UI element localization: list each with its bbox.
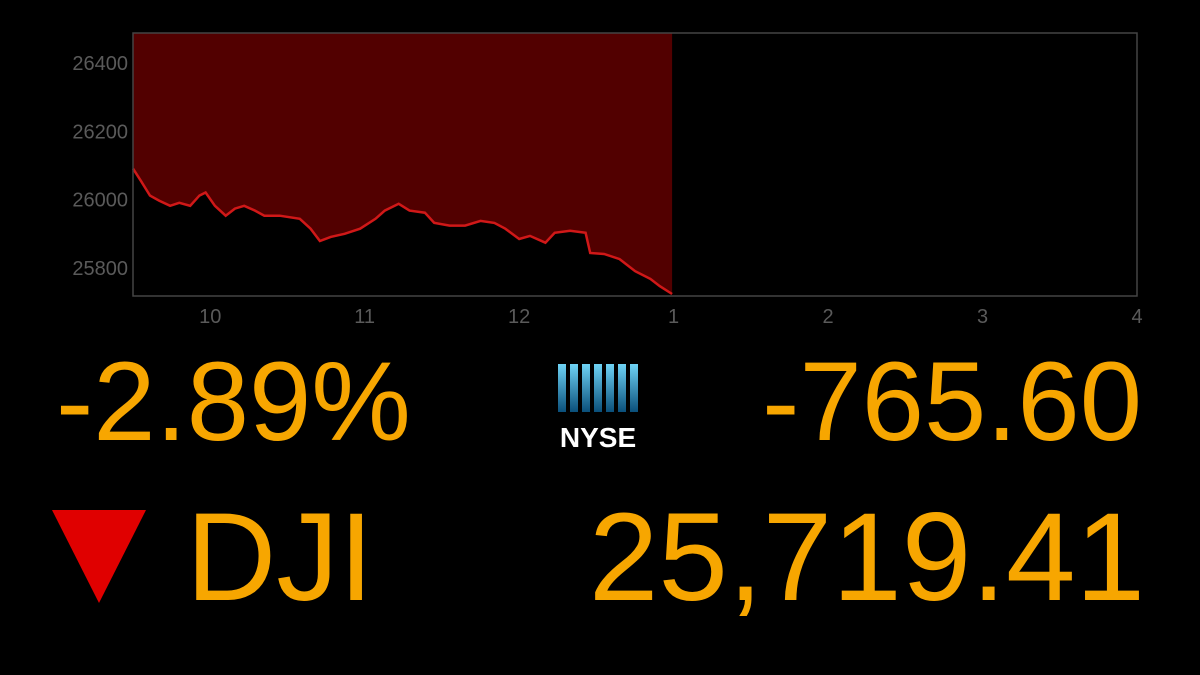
price: 25,719.41 bbox=[589, 488, 1145, 627]
exchange: NYSE bbox=[560, 422, 636, 453]
down-arrow bbox=[52, 510, 146, 603]
x-tick-label: 11 bbox=[354, 306, 375, 328]
y-tick-label: 26200 bbox=[72, 121, 128, 143]
y-tick-label: 25800 bbox=[72, 258, 128, 280]
y-tick-label: 26400 bbox=[72, 53, 128, 75]
x-tick-label: 12 bbox=[508, 306, 530, 328]
x-tick-label: 4 bbox=[1131, 306, 1142, 328]
x-tick-label: 3 bbox=[977, 306, 988, 328]
percent-change: -2.89% bbox=[56, 339, 411, 464]
point-change: -765.60 bbox=[762, 339, 1142, 464]
symbol: DJI bbox=[186, 488, 374, 627]
area bbox=[133, 33, 673, 294]
x-tick-label: 1 bbox=[668, 306, 679, 328]
y-tick-label: 26000 bbox=[72, 190, 128, 212]
x-tick-label: 10 bbox=[199, 306, 221, 328]
line bbox=[131, 167, 673, 296]
plot-frame bbox=[132, 32, 1138, 297]
x-tick-label: 2 bbox=[823, 306, 834, 328]
nyse-logo: NYSE bbox=[558, 364, 638, 453]
